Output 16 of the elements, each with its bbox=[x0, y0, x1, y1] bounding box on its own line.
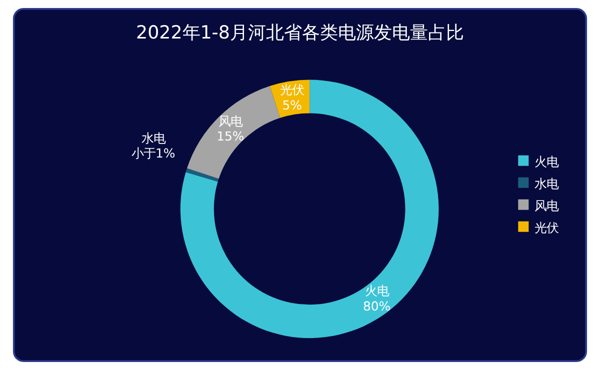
donut-slice bbox=[186, 168, 219, 182]
chart-title: 2022年1-8月河北省各类电源发电量占比 bbox=[136, 22, 464, 44]
data-label: 5% bbox=[282, 97, 302, 112]
data-label: 15% bbox=[216, 128, 244, 144]
data-label: 小于1% bbox=[131, 146, 176, 161]
legend-label: 火电 bbox=[534, 154, 558, 169]
donut-slice bbox=[186, 86, 280, 179]
data-label: 80% bbox=[362, 298, 391, 314]
slice-label: 风电 bbox=[218, 113, 242, 128]
legend-label: 水电 bbox=[534, 176, 558, 191]
legend-label: 风电 bbox=[534, 198, 558, 213]
slice-label: 光伏 bbox=[280, 82, 304, 98]
slice-label: 水电 bbox=[141, 130, 166, 146]
legend-label: 光伏 bbox=[534, 220, 558, 235]
slice-label: 火电 bbox=[364, 283, 389, 298]
donut-slice bbox=[180, 80, 439, 338]
